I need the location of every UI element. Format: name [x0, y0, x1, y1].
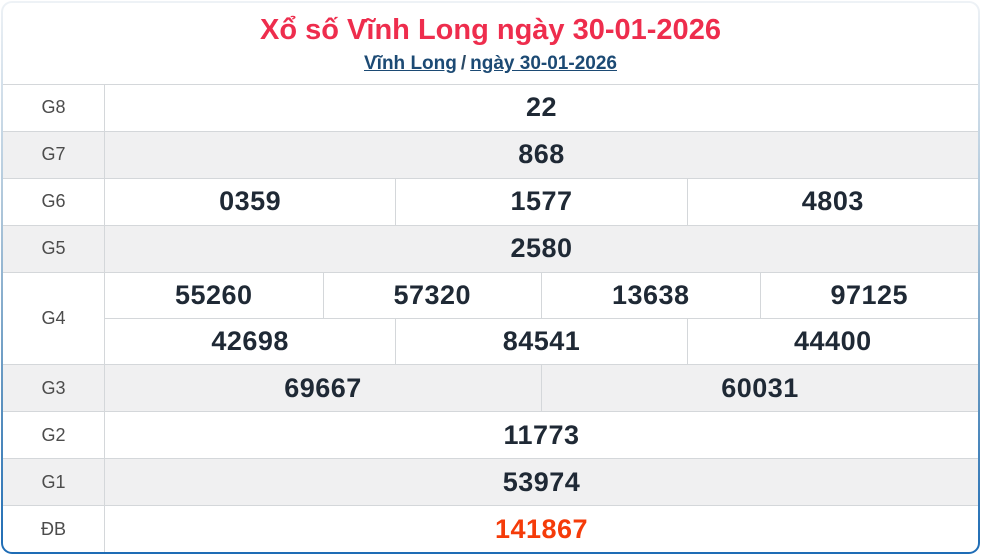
prize-numbers: 69667 60031: [105, 365, 978, 412]
prize-number: 2580: [510, 233, 573, 264]
results-table: G8 22 G7 868 G6 0359 1577 4803 G5 2580 G4 55260 5732…: [3, 84, 978, 552]
prize-label: G8: [3, 85, 105, 131]
prize-number-group: 0359 1577 4803: [105, 178, 978, 225]
prize-numbers: 55260 57320 13638 97125 42698 84541 44400: [105, 272, 979, 365]
prize-number: 13638: [541, 272, 760, 319]
prize-number: 57320: [322, 272, 542, 319]
prize-numbers: 53974: [105, 459, 978, 505]
prize-number-group: 55260 57320 13638 97125: [105, 272, 979, 319]
prize-row: G4 55260 57320 13638 97125 42698 84541 44400: [3, 271, 979, 365]
prize-number: 22: [525, 92, 558, 123]
result-header: Xổ số Vĩnh Long ngày 30-01-2026 Vĩnh Lon…: [3, 3, 978, 84]
prize-number-group: 69667 60031: [105, 365, 978, 412]
prize-number: 0359: [219, 186, 282, 217]
breadcrumb: Vĩnh Long / ngày 30-01-2026: [3, 52, 978, 75]
prize-number: 55260: [174, 279, 253, 310]
prize-number-group: 42698 84541 44400: [105, 318, 978, 365]
prize-row: G1 53974: [3, 458, 978, 506]
prize-number: 69667: [284, 372, 362, 403]
prize-numbers: 868: [105, 132, 978, 178]
prize-label: G6: [3, 178, 105, 225]
prize-row: G2 11773: [3, 411, 978, 459]
prize-number: 42698: [211, 326, 289, 357]
breadcrumb-separator: /: [460, 53, 467, 74]
prize-row: G5 2580: [3, 224, 978, 272]
prize-label: G3: [3, 365, 105, 412]
prize-row: G3 69667 60031: [3, 364, 978, 412]
prize-label: G4: [3, 272, 105, 365]
prize-number-group: 868: [105, 132, 978, 178]
prize-number: 60031: [541, 365, 978, 412]
prize-numbers: 141867: [105, 506, 978, 552]
prize-number: 11773: [503, 419, 580, 450]
prize-numbers: 22: [105, 85, 978, 131]
date-link[interactable]: ngày 30-01-2026: [470, 53, 617, 74]
prize-number: 84541: [395, 319, 686, 365]
prize-number-group: 11773: [105, 412, 978, 458]
prize-number-group: 22: [105, 85, 978, 131]
prize-number: 44400: [686, 319, 978, 365]
prize-row: G8 22: [3, 85, 978, 131]
prize-label: G5: [3, 225, 105, 272]
prize-number-group: 53974: [105, 459, 978, 505]
prize-numbers: 11773: [105, 412, 978, 458]
page-title: Xổ số Vĩnh Long ngày 30-01-2026: [260, 14, 721, 46]
prize-row: G6 0359 1577 4803: [3, 177, 978, 225]
prize-label: G2: [3, 412, 105, 459]
prize-label: G7: [3, 131, 105, 178]
lottery-result-card: Xổ số Vĩnh Long ngày 30-01-2026 Vĩnh Lon…: [3, 3, 978, 552]
prize-number: 4803: [686, 178, 978, 225]
prize-number-group: 2580: [105, 226, 978, 272]
prize-number-group: 141867: [105, 506, 978, 552]
prize-label: ĐB: [3, 506, 105, 552]
prize-number: 1577: [395, 178, 686, 225]
special-prize-number: 141867: [494, 513, 589, 544]
prize-numbers: 0359 1577 4803: [105, 178, 978, 225]
prize-label: G1: [3, 459, 105, 506]
prize-number: 97125: [759, 272, 979, 319]
prize-row: ĐB 141867: [3, 505, 978, 552]
prize-numbers: 2580: [105, 226, 978, 272]
prize-number: 53974: [502, 466, 581, 497]
prize-number: 868: [518, 139, 565, 170]
province-link[interactable]: Vĩnh Long: [364, 53, 457, 74]
prize-row: G7 868: [3, 130, 978, 178]
